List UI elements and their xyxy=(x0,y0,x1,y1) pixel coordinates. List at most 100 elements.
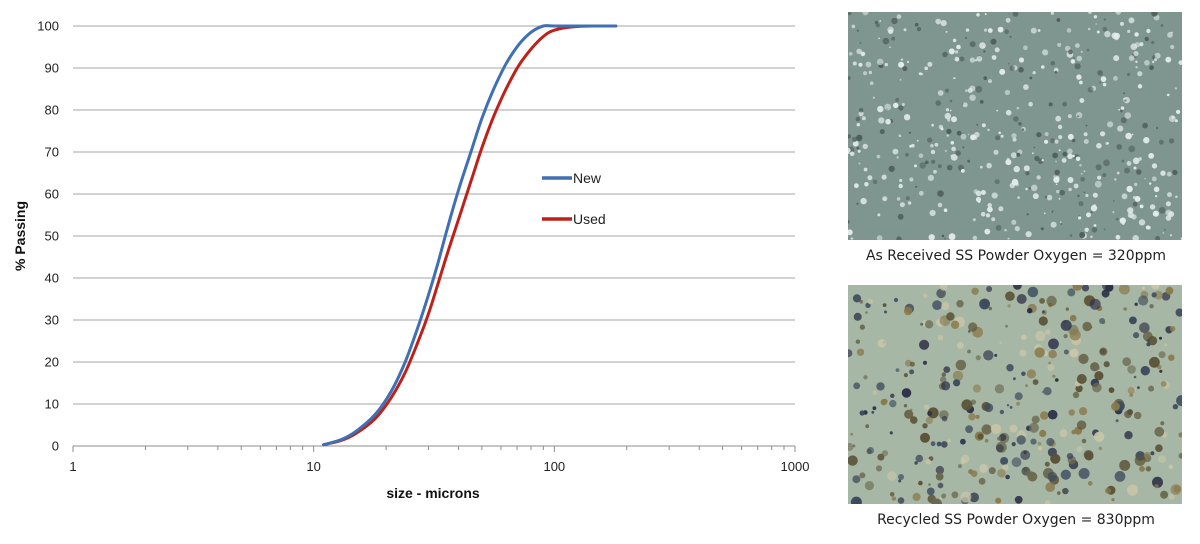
powder-particle xyxy=(884,103,892,111)
powder-particle xyxy=(987,28,993,33)
powder-particle xyxy=(1067,177,1074,183)
powder-particle xyxy=(969,41,976,48)
powder-particle xyxy=(1120,21,1124,26)
powder-particle xyxy=(1011,219,1017,225)
powder-particle xyxy=(993,149,999,155)
powder-particle xyxy=(1044,461,1050,467)
powder-particle xyxy=(1146,339,1150,343)
powder-particle xyxy=(952,370,964,382)
powder-particle xyxy=(1055,378,1059,382)
powder-particle xyxy=(960,438,966,445)
powder-particle xyxy=(1054,70,1058,74)
powder-particle xyxy=(1145,466,1152,472)
powder-particle xyxy=(1040,227,1044,231)
powder-particle xyxy=(1078,201,1084,207)
powder-particle xyxy=(984,28,988,32)
powder-particle xyxy=(1009,424,1018,433)
powder-particle xyxy=(862,12,869,16)
powder-particle xyxy=(987,203,992,208)
powder-particle xyxy=(1079,232,1086,238)
powder-particle xyxy=(1083,170,1086,173)
powder-particle xyxy=(1058,149,1061,152)
powder-particle xyxy=(1027,471,1038,482)
powder-particle xyxy=(1075,156,1081,162)
powder-particle xyxy=(1070,59,1076,64)
recycled-caption: Recycled SS Powder Oxygen = 830ppm xyxy=(877,512,1155,528)
powder-particle xyxy=(1016,401,1020,406)
powder-particle xyxy=(1086,212,1091,218)
powder-particle xyxy=(940,127,944,131)
powder-particle xyxy=(859,410,865,416)
powder-particle xyxy=(948,48,955,55)
powder-particle xyxy=(1093,224,1097,227)
powder-particle xyxy=(1087,86,1094,93)
powder-particle xyxy=(1075,112,1083,119)
powder-particle xyxy=(1162,232,1165,234)
powder-particle xyxy=(983,350,994,361)
powder-particle xyxy=(1123,307,1127,311)
powder-particle xyxy=(1156,126,1159,130)
powder-particle xyxy=(960,133,967,140)
powder-particle xyxy=(961,399,973,411)
y-tick-label: 70 xyxy=(45,145,59,160)
powder-particle xyxy=(998,131,1001,135)
powder-particle xyxy=(950,320,960,329)
powder-particle xyxy=(1063,334,1068,339)
powder-particle xyxy=(956,130,962,136)
powder-particle xyxy=(985,213,991,218)
powder-particle xyxy=(962,146,965,149)
powder-particle xyxy=(1105,141,1109,145)
powder-particle xyxy=(1134,42,1141,48)
powder-particle xyxy=(1079,98,1085,103)
powder-particle xyxy=(1129,214,1132,217)
powder-particle xyxy=(1050,61,1056,66)
powder-particle xyxy=(1178,452,1182,459)
powder-particle xyxy=(1006,364,1014,372)
powder-particle xyxy=(1054,139,1059,144)
powder-particle xyxy=(1160,421,1165,426)
powder-particle xyxy=(1028,101,1033,107)
powder-particle xyxy=(1138,295,1149,306)
powder-particle xyxy=(1062,151,1068,157)
powder-particle xyxy=(941,493,947,499)
powder-particle xyxy=(1171,31,1173,34)
powder-particle xyxy=(1142,331,1153,342)
photo-background xyxy=(848,12,1182,240)
powder-particle xyxy=(872,390,878,395)
powder-particle xyxy=(1096,143,1102,149)
powder-particle xyxy=(927,137,933,143)
powder-particle xyxy=(1077,115,1080,118)
powder-particle xyxy=(1137,84,1143,89)
powder-particle xyxy=(1139,42,1144,47)
powder-particle xyxy=(956,300,964,308)
powder-particle xyxy=(941,415,948,422)
powder-particle xyxy=(1099,347,1108,356)
powder-particle xyxy=(950,154,958,161)
powder-particle xyxy=(1151,163,1158,169)
powder-particle xyxy=(999,68,1006,75)
powder-particle xyxy=(1041,159,1044,162)
powder-particle xyxy=(919,162,926,169)
powder-particle xyxy=(1099,318,1106,324)
powder-particle xyxy=(903,404,908,408)
powder-particle xyxy=(891,36,896,41)
powder-particle xyxy=(1025,384,1029,388)
powder-particle xyxy=(1131,133,1134,136)
powder-particle xyxy=(1102,26,1108,32)
powder-particle xyxy=(941,234,945,238)
powder-particle xyxy=(898,474,904,480)
powder-particle xyxy=(1127,29,1131,33)
powder-particle xyxy=(944,237,946,240)
powder-particle xyxy=(920,432,930,443)
powder-particle xyxy=(979,298,990,310)
powder-particle xyxy=(936,441,942,447)
powder-particle xyxy=(975,85,983,93)
powder-particle xyxy=(1093,15,1098,19)
powder-particle xyxy=(855,116,861,122)
powder-particle xyxy=(1011,457,1022,468)
series-line-used xyxy=(322,24,618,447)
powder-particle xyxy=(1060,469,1071,480)
powder-particle xyxy=(922,423,928,429)
powder-particle xyxy=(944,149,947,152)
